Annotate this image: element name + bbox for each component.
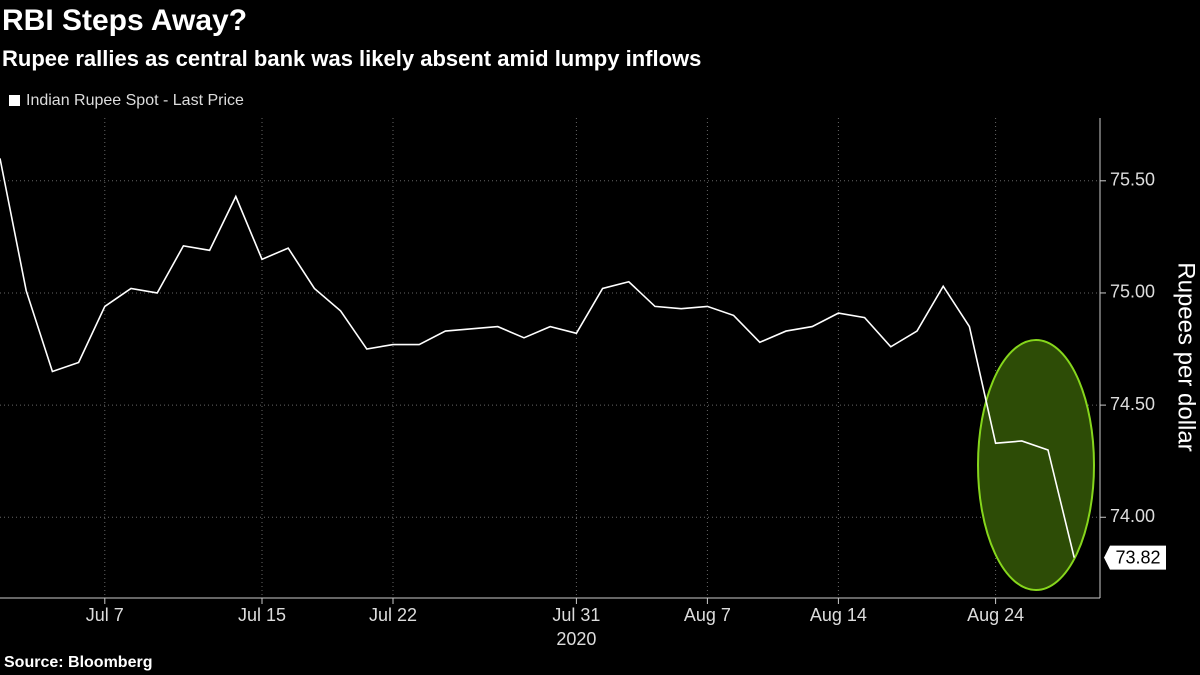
x-tick-label: Aug 14 — [810, 605, 867, 625]
highlight-ellipse — [977, 339, 1095, 591]
x-tick-label: Jul 22 — [369, 605, 417, 625]
last-value-label: 73.82 — [1115, 547, 1160, 567]
y-tick-label: 74.00 — [1110, 506, 1155, 526]
x-tick-label: Jul 7 — [86, 605, 124, 625]
line — [0, 158, 1075, 558]
y-tick-label: 75.00 — [1110, 282, 1155, 302]
legend-swatch — [9, 95, 20, 106]
source: Source: Bloomberg — [4, 654, 152, 671]
legend-label: Indian Rupee Spot - Last Price — [26, 92, 244, 109]
chart-title: RBI Steps Away? — [2, 4, 247, 37]
last-value-box — [1104, 545, 1166, 570]
y-axis-label: Rupees per dollar — [1173, 262, 1200, 451]
chart-subtitle: Rupee rallies as central bank was likely… — [2, 46, 701, 71]
y-tick-label: 74.50 — [1110, 394, 1155, 414]
x-axis-label: 2020 — [556, 629, 596, 649]
x-tick-label: Jul 31 — [552, 605, 600, 625]
x-tick-label: Aug 24 — [967, 605, 1024, 625]
y-tick-label: 75.50 — [1110, 170, 1155, 190]
x-tick-label: Jul 15 — [238, 605, 286, 625]
x-tick-label: Aug 7 — [684, 605, 731, 625]
